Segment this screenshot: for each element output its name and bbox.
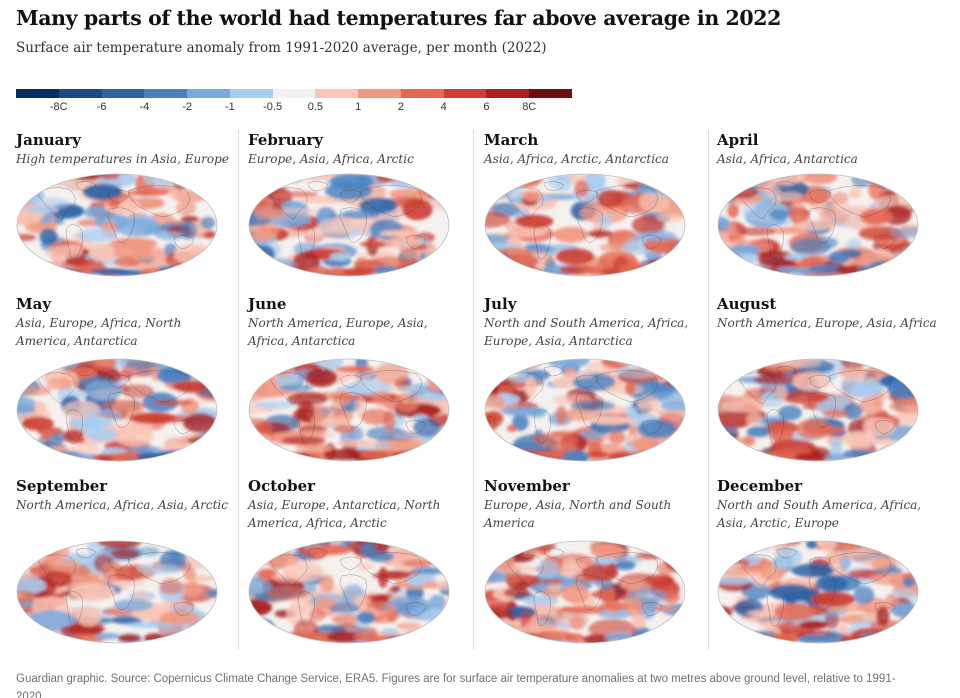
month-title: January <box>16 131 81 149</box>
world-anomaly-map <box>16 173 218 277</box>
world-anomaly-map <box>484 173 686 277</box>
legend-swatch <box>58 89 102 98</box>
legend-swatch <box>315 89 359 98</box>
month-regions-description: Asia, Europe, Africa, North America, Ant… <box>16 316 182 348</box>
legend-tick-label: 4 <box>440 101 447 113</box>
legend-tick-label: 0.5 <box>307 101 324 113</box>
legend-color-bar <box>16 89 572 98</box>
column-divider <box>473 130 474 650</box>
month-panel-october: October Asia, Europe, Antarctica, North A… <box>248 477 473 647</box>
legend-swatch <box>358 89 401 98</box>
color-legend: -8C -6 -4 -2 -1 -0.5 0.5 1 2 4 6 8C <box>16 89 572 119</box>
legend-tick-label: -8C <box>49 101 68 113</box>
month-title: October <box>248 477 316 495</box>
month-panel-november: November Europe, Asia, North and South Am… <box>484 477 709 647</box>
legend-swatch <box>486 89 530 98</box>
legend-tick-label: -2 <box>182 101 192 113</box>
legend-tick-label: 1 <box>355 101 362 113</box>
map-container <box>717 540 919 644</box>
map-container <box>248 173 450 277</box>
map-container <box>484 358 686 462</box>
map-container <box>16 540 218 644</box>
month-title: February <box>248 131 324 149</box>
world-anomaly-map <box>16 358 218 462</box>
world-anomaly-map <box>248 173 450 277</box>
map-container <box>717 358 919 462</box>
map-container <box>484 540 686 644</box>
legend-swatch <box>443 89 487 98</box>
world-anomaly-map <box>248 540 450 644</box>
world-anomaly-map <box>16 540 218 644</box>
map-container <box>484 173 686 277</box>
legend-swatch <box>229 89 273 98</box>
legend-tick-label: 2 <box>397 101 404 113</box>
legend-tick-label: 6 <box>483 101 490 113</box>
world-anomaly-map <box>484 540 686 644</box>
map-container <box>248 540 450 644</box>
month-regions-description: Asia, Africa, Antarctica <box>717 152 858 166</box>
map-container <box>16 358 218 462</box>
month-regions-description: North and South America, Africa, Europe,… <box>484 316 689 348</box>
legend-swatch <box>16 89 59 98</box>
legend-tick-label: -4 <box>139 101 150 113</box>
legend-swatch <box>187 89 230 98</box>
month-panel-may: May Asia, Europe, Africa, North America, … <box>16 295 241 465</box>
month-panel-september: September North America, Africa, Asia, Ar… <box>16 477 241 647</box>
legend-tick-label: -6 <box>96 101 107 113</box>
month-panel-june: June North America, Europe, Asia, Africa,… <box>248 295 473 465</box>
map-container <box>16 173 218 277</box>
month-regions-description: Europe, Asia, North and South America <box>484 498 672 530</box>
month-regions-description: North and South America, Africa, Asia, A… <box>717 498 922 530</box>
legend-swatch <box>101 89 145 98</box>
legend-swatch <box>529 89 572 98</box>
month-panel-february: February Europe, Asia, Africa, Arctic <box>248 131 473 301</box>
month-panel-january: January High temperatures in Asia, Europe <box>16 131 241 301</box>
month-regions-description: Asia, Europe, Antarctica, North America,… <box>248 498 441 530</box>
month-regions-description: North America, Europe, Asia, Africa, Ant… <box>248 316 428 348</box>
month-title: July <box>484 295 517 313</box>
legend-tick-label: -1 <box>224 101 235 113</box>
legend-tick-label: -0.5 <box>263 101 283 113</box>
month-regions-description: North America, Africa, Asia, Arctic <box>16 498 228 512</box>
month-panel-december: December North and South America, Africa,… <box>717 477 942 647</box>
month-panel-april: April Asia, Africa, Antarctica <box>717 131 942 301</box>
month-title: November <box>484 477 570 495</box>
legend-swatch <box>144 89 188 98</box>
month-title: April <box>717 131 759 149</box>
world-anomaly-map <box>717 173 919 277</box>
world-anomaly-map <box>717 540 919 644</box>
month-panel-march: March Asia, Africa, Arctic, Antarctica <box>484 131 709 301</box>
legend-swatch <box>400 89 444 98</box>
legend-tick-label: 8C <box>522 101 537 113</box>
map-container <box>717 173 919 277</box>
month-title: December <box>717 477 803 495</box>
legend-swatch <box>272 89 316 98</box>
column-divider <box>238 130 239 650</box>
month-regions-description: High temperatures in Asia, Europe <box>16 152 229 166</box>
month-panel-august: August North America, Europe, Asia, Afric… <box>717 295 942 465</box>
chart-subtitle: Surface air temperature anomaly from 199… <box>16 40 547 56</box>
month-panel-july: July North and South America, Africa, Eur… <box>484 295 709 465</box>
world-anomaly-map <box>717 358 919 462</box>
month-title: May <box>16 295 52 313</box>
month-title: March <box>484 131 539 149</box>
month-title: June <box>248 295 287 313</box>
month-regions-description: Asia, Africa, Arctic, Antarctica <box>484 152 669 166</box>
month-title: September <box>16 477 108 495</box>
column-divider <box>708 130 709 650</box>
world-anomaly-map <box>484 358 686 462</box>
map-container <box>248 358 450 462</box>
month-title: August <box>717 295 777 313</box>
world-anomaly-map <box>248 358 450 462</box>
chart-title: Many parts of the world had temperatures… <box>16 6 782 30</box>
source-footnote: Guardian graphic. Source: Copernicus Cli… <box>16 673 896 698</box>
month-regions-description: North America, Europe, Asia, Africa <box>717 316 937 330</box>
month-regions-description: Europe, Asia, Africa, Arctic <box>248 152 414 166</box>
